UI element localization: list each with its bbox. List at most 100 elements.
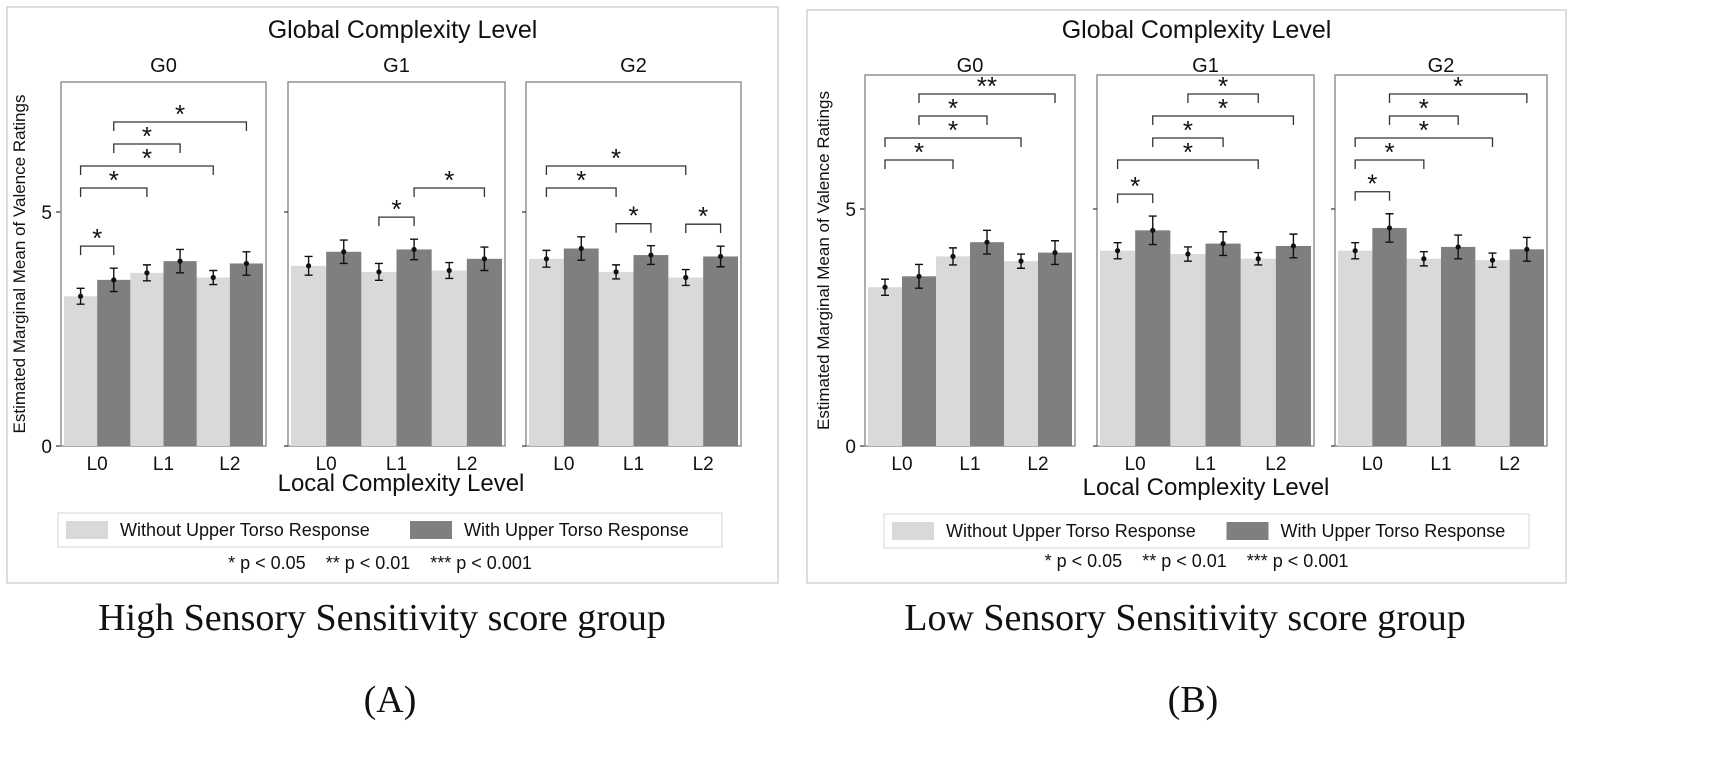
legend-swatch-without	[66, 521, 108, 539]
legend-label-with: With Upper Torso Response	[1281, 521, 1506, 541]
significance-bracket	[413, 187, 486, 197]
mean-point	[111, 277, 117, 283]
mean-point	[1220, 241, 1226, 247]
mean-point	[717, 253, 724, 260]
bar-with-l0	[97, 279, 131, 446]
x-tick-label: L0	[1362, 454, 1383, 475]
bar-without-l0	[291, 265, 327, 446]
y-tick-label: 5	[845, 200, 856, 221]
significance-marker: *	[1384, 137, 1394, 167]
mean-point	[446, 267, 452, 274]
y-tick-label: 5	[41, 203, 52, 224]
mean-point	[1255, 256, 1261, 262]
legend: Without Upper Torso Response With Upper T…	[883, 513, 1530, 549]
x-tick-label: L0	[891, 454, 912, 475]
mean-point	[177, 258, 183, 264]
significance-marker: *	[914, 137, 924, 167]
significance-marker: **	[977, 71, 997, 101]
mean-point	[1352, 248, 1358, 254]
bar-without-l0	[1100, 250, 1136, 446]
significance-legend: * p < 0.05 ** p < 0.01 *** p < 0.001	[228, 553, 532, 573]
significance-bracket	[1388, 93, 1528, 103]
legend-swatch-without	[892, 522, 934, 540]
mean-point	[411, 246, 417, 253]
significance-bracket	[378, 216, 415, 227]
significance-bracket	[918, 93, 1056, 103]
legend-swatch-with	[410, 521, 452, 539]
x-tick-label: L1	[623, 454, 644, 475]
mean-point	[341, 249, 347, 255]
x-tick-label: L1	[153, 454, 174, 475]
significance-marker: *	[628, 201, 638, 231]
significance-bracket	[1388, 115, 1459, 125]
significance-marker: *	[1218, 93, 1228, 123]
y-axis-label: Estimated Marginal Mean of Valence Ratin…	[10, 95, 29, 434]
bar-with-l1	[396, 249, 432, 446]
facet-label: G0	[957, 55, 984, 77]
x-tick-label: L2	[1027, 454, 1048, 475]
significance-bracket	[918, 115, 988, 125]
mean-point	[376, 269, 382, 275]
y-axis-label: Estimated Marginal Mean of Valence Ratin…	[814, 91, 833, 430]
mean-point	[481, 256, 488, 262]
significance-bracket	[1116, 193, 1154, 204]
panel-label: (A)	[364, 679, 417, 721]
significance-bracket	[79, 165, 214, 175]
legend-frame	[57, 512, 723, 548]
significance-marker: *	[1419, 93, 1429, 123]
significance-bracket	[1152, 115, 1295, 125]
mean-point	[1455, 244, 1461, 250]
mean-point	[543, 256, 550, 262]
mean-point	[1421, 256, 1427, 262]
mean-point	[1052, 250, 1058, 256]
bar-without-l2	[668, 277, 704, 446]
legend-swatch-with	[1226, 522, 1269, 540]
bar-without-l0	[868, 287, 902, 446]
x-tick-label: L2	[456, 454, 477, 475]
significance-marker: *	[1453, 71, 1463, 101]
facet-label: G2	[620, 55, 647, 77]
significance-bracket	[113, 143, 181, 153]
significance-marker: *	[109, 165, 119, 195]
facet-label: G1	[1192, 55, 1219, 77]
x-tick-label: L0	[553, 454, 574, 475]
significance-bracket	[79, 245, 115, 256]
bar-with-l1	[1205, 243, 1241, 446]
bar-without-l0	[529, 258, 564, 446]
chart-panel-a: Global Complexity Level Estimated Margina…	[6, 6, 779, 584]
significance-bracket	[884, 137, 1022, 147]
x-tick-label: L2	[1499, 454, 1520, 475]
bar-with-l0	[563, 248, 599, 446]
y-tick-label: 0	[845, 437, 856, 458]
significance-marker: *	[611, 143, 621, 173]
significance-marker: *	[1218, 71, 1228, 101]
significance-marker: *	[948, 93, 958, 123]
bar-without-l1	[361, 271, 397, 446]
mean-point	[1489, 257, 1496, 263]
mean-point	[648, 252, 654, 258]
significance-bracket	[685, 223, 722, 234]
mean-point	[683, 274, 689, 281]
significance-marker: *	[1183, 137, 1193, 167]
bar-with-l2	[703, 256, 738, 446]
x-tick-label: L2	[693, 454, 714, 475]
bar-with-l1	[1441, 246, 1476, 446]
bar-with-l0	[326, 251, 362, 446]
panel-caption: Low Sensory Sensitivity score group	[904, 597, 1466, 639]
mean-point	[950, 253, 956, 259]
bar-without-l2	[1004, 261, 1038, 446]
bar-with-l1	[633, 255, 669, 446]
mean-point	[1386, 225, 1393, 231]
mean-point	[1018, 258, 1024, 264]
mean-point	[613, 269, 619, 275]
x-tick-label: L1	[1195, 454, 1216, 475]
bar-without-l0	[64, 296, 98, 446]
y-tick-label: 0	[41, 437, 52, 458]
bar-with-l2	[229, 263, 263, 446]
panel-caption: High Sensory Sensitivity score group	[98, 597, 666, 639]
significance-bracket	[545, 187, 617, 197]
significance-marker: *	[1419, 115, 1429, 145]
bar-without-l1	[598, 271, 634, 446]
facet-label: G2	[1428, 55, 1455, 77]
